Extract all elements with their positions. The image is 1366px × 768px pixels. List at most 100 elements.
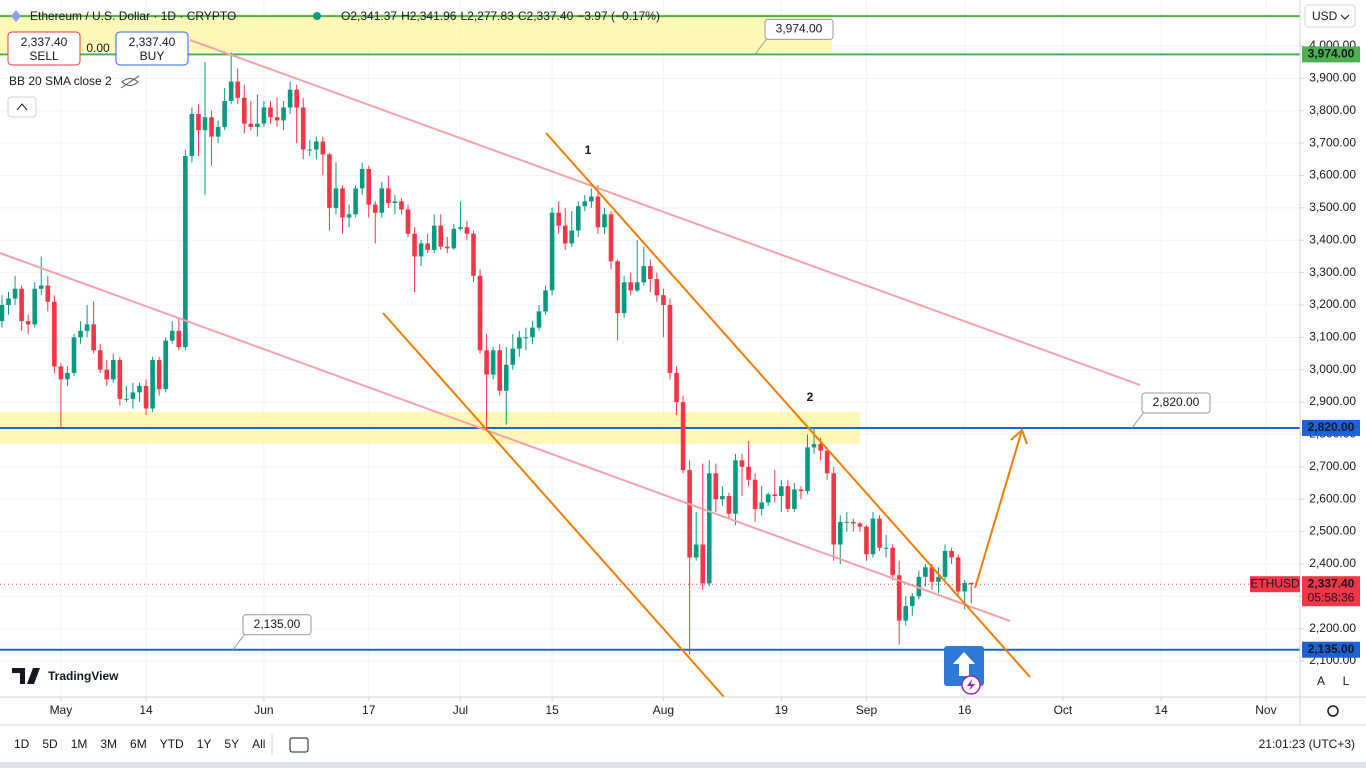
range-button[interactable]: YTD [160, 737, 184, 751]
market-status[interactable] [313, 12, 321, 20]
candle-body [78, 330, 83, 338]
candle-body [831, 473, 837, 545]
trendline [0, 252, 1011, 622]
candles [0, 52, 974, 655]
up-icon [953, 652, 975, 676]
candle-body [6, 298, 11, 305]
levels [0, 15, 1300, 651]
candle-body [110, 359, 116, 380]
ohlc-value: 2,341.96 [410, 9, 457, 23]
callout-connector [754, 38, 768, 55]
scale-button[interactable]: L [1343, 674, 1350, 688]
candle-body [84, 324, 90, 331]
candle-body [202, 117, 208, 131]
candle-body [97, 350, 103, 370]
candle-body [746, 466, 751, 480]
ohlc-key: C [518, 9, 527, 23]
candle-body [484, 350, 489, 375]
candle-body [693, 544, 699, 558]
logo[interactable]: TradingView [48, 669, 119, 683]
candle-body [346, 214, 352, 218]
candle-body [785, 486, 791, 509]
candle-body [418, 243, 424, 257]
buy-label[interactable]: BUY [140, 49, 165, 63]
date-range-icon[interactable] [289, 737, 309, 753]
collapse-button[interactable] [7, 96, 37, 118]
x-tick-label: Aug [653, 703, 674, 717]
callout-box [764, 18, 834, 40]
candle-body [517, 337, 522, 349]
x-tick-label: Sep [856, 703, 878, 717]
candle-body [130, 392, 136, 399]
candle-body [621, 282, 627, 314]
x-tick-label: Nov [1255, 703, 1276, 717]
candle-body [733, 460, 738, 514]
sell-button[interactable] [7, 31, 81, 66]
candle-body [700, 544, 706, 584]
candle-body [359, 168, 365, 189]
candle-body [255, 123, 260, 127]
currency-button[interactable] [1304, 4, 1356, 28]
currency[interactable]: USD [1312, 9, 1338, 23]
candle-body [543, 290, 548, 312]
candle-body [595, 196, 601, 228]
wave-label: 2 [807, 390, 814, 404]
callout-label: 3,974.00 [776, 22, 823, 36]
candle-body [923, 567, 928, 577]
candle-body [929, 567, 935, 582]
candle-body [772, 494, 778, 496]
x-tick-label: 14 [139, 703, 153, 717]
candle-body [844, 521, 850, 523]
sell-price[interactable]: 2,337.40 [21, 35, 68, 49]
range-button[interactable]: 5Y [224, 737, 239, 751]
buy-price[interactable]: 2,337.40 [129, 35, 176, 49]
range-button[interactable]: 1M [71, 737, 88, 751]
candle-body [215, 126, 221, 137]
candle-body [726, 495, 732, 514]
settings-icon[interactable] [1327, 705, 1339, 717]
candle-body [91, 324, 96, 351]
y-tick-label: 3,800.00 [1309, 103, 1356, 117]
forecast-arrow [974, 429, 1023, 589]
candle-body [45, 285, 51, 302]
candle-body [752, 479, 758, 509]
candle-body [333, 188, 339, 208]
scale-button[interactable]: A [1317, 674, 1325, 688]
candle-body [680, 402, 686, 471]
candle-body [235, 81, 241, 98]
indicator[interactable]: BB 20 SMA close 2 [9, 74, 112, 88]
coin-icon [11, 10, 21, 22]
buy-button[interactable] [115, 31, 189, 66]
candle-body [674, 372, 679, 403]
sell-label[interactable]: SELL [29, 49, 59, 63]
y-tick-label: 2,200.00 [1309, 621, 1356, 635]
range-button[interactable]: 1D [14, 737, 30, 751]
logo-icon [12, 668, 40, 684]
candle-body [307, 149, 313, 151]
candle-body [150, 359, 155, 409]
hide-icon[interactable] [120, 75, 140, 89]
candle-body [824, 450, 830, 474]
candle-body [857, 523, 863, 527]
candle-body [909, 596, 915, 607]
range-button[interactable]: All [252, 737, 265, 751]
channel-line [382, 312, 725, 698]
candle-body [903, 606, 909, 621]
candle-body [241, 97, 247, 124]
candle-body [314, 141, 319, 150]
candle-body [949, 550, 954, 558]
candle-body [877, 518, 882, 548]
candle-body [379, 188, 385, 213]
candle-body [602, 214, 607, 228]
range-button[interactable]: 3M [100, 737, 117, 751]
candle-body [779, 486, 784, 496]
candle-body [156, 359, 162, 390]
y-tick-label: 3,300.00 [1309, 265, 1356, 279]
candle-body [268, 107, 273, 118]
range-button[interactable]: 6M [130, 737, 147, 751]
candle-body [399, 201, 404, 210]
candle-body [431, 225, 437, 250]
range-button[interactable]: 5D [42, 737, 58, 751]
range-button[interactable]: 1Y [197, 737, 212, 751]
